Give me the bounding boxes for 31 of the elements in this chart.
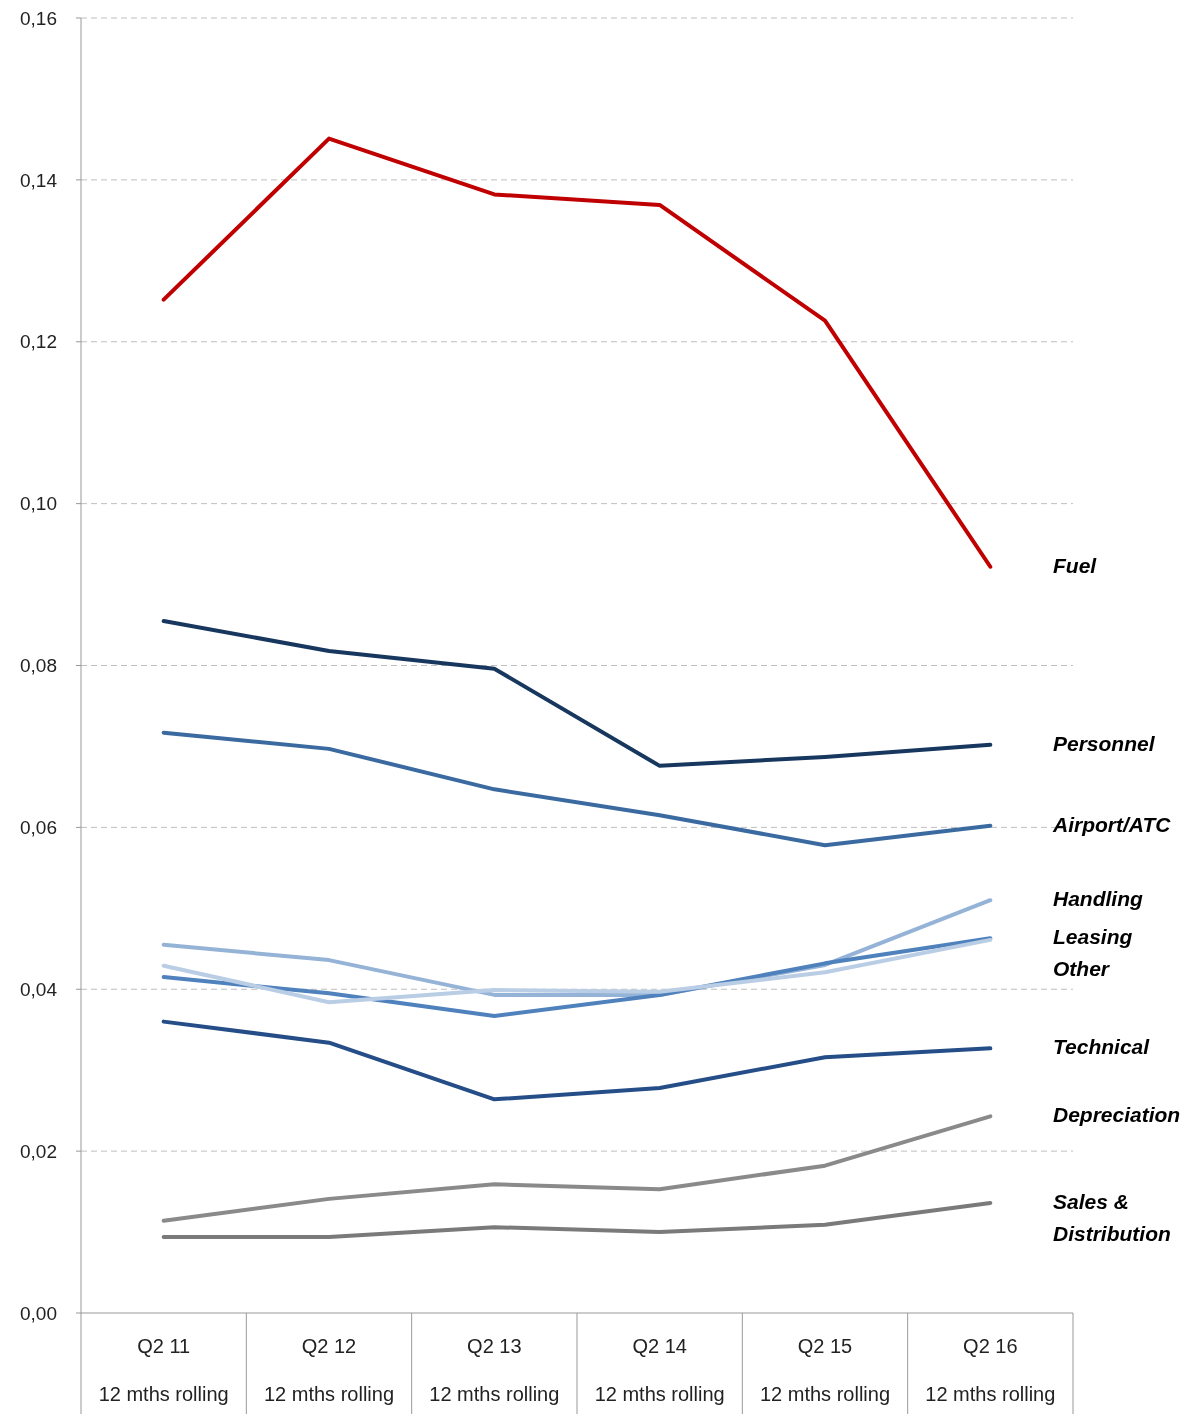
y-tick-label: 0,06: [20, 817, 57, 839]
text: Fuel: [1053, 553, 1098, 577]
text: Depreciation: [1053, 1103, 1181, 1127]
category-label: Q2 11 12 mths rolling: [98, 1335, 229, 1405]
category-label: Q2 15 12 mths rolling: [759, 1335, 891, 1405]
text: Airport/ATC: [1052, 812, 1172, 836]
text: Technical: [1053, 1035, 1151, 1059]
y-tick-label: 0,08: [20, 655, 57, 677]
category-label: Q2 12 12 mths rolling: [263, 1335, 395, 1405]
line-series: [161, 1200, 993, 1239]
y-tick-label: 0,04: [20, 978, 58, 1000]
line-series: [161, 1114, 993, 1223]
category-label: Q2 13 12 mths rolling: [429, 1335, 560, 1405]
line-series: [161, 136, 993, 569]
text: Personnel: [1053, 731, 1156, 755]
category-label: Q2 16 12 mths rolling: [925, 1335, 1056, 1405]
line-series: [161, 937, 993, 1005]
y-tick-label: 0,12: [20, 331, 57, 353]
text: Leasing: [1053, 925, 1133, 949]
y-tick-label: 0,14: [20, 169, 58, 191]
line-series: [161, 1019, 993, 1102]
category-label: Q2 14 12 mths rolling: [594, 1335, 725, 1405]
y-tick-label: 0,16: [20, 7, 57, 29]
text: Other: [1053, 957, 1111, 981]
text: Handling: [1053, 887, 1143, 911]
line-series: [161, 730, 993, 848]
y-tick-label: 0,00: [20, 1302, 57, 1324]
y-tick-label: 0,10: [20, 493, 57, 515]
text: Sales & Distribution: [1053, 1189, 1171, 1245]
y-tick-label: 0,02: [20, 1140, 57, 1162]
line-series: [161, 618, 993, 768]
